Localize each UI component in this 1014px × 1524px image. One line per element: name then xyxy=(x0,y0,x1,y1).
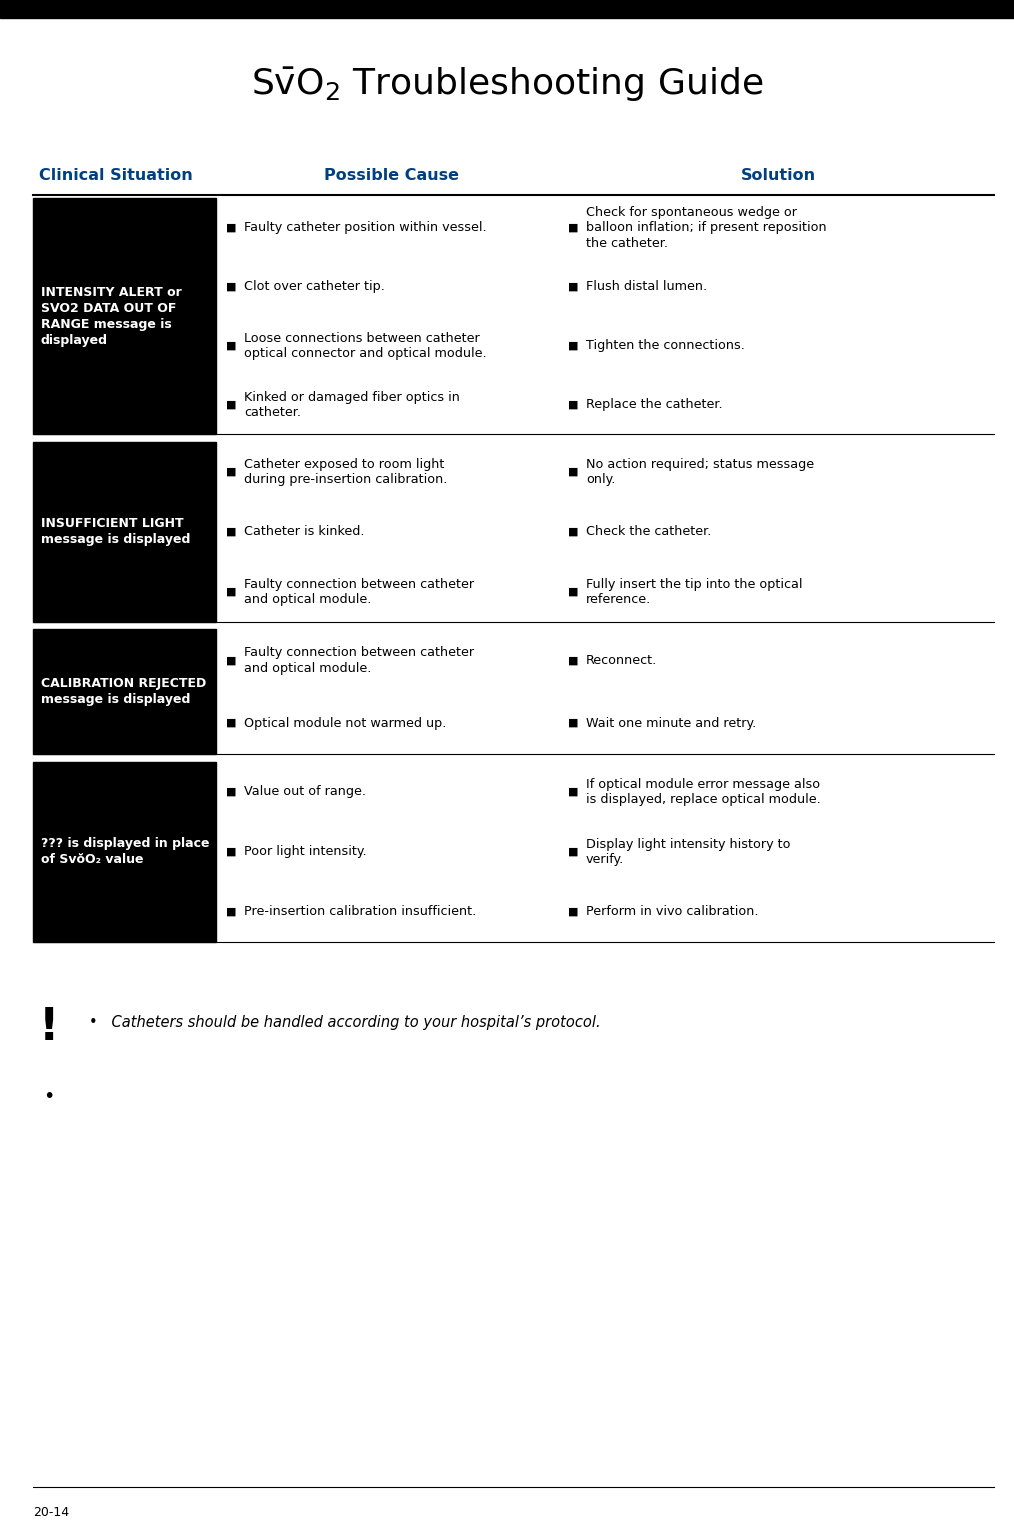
Text: ■: ■ xyxy=(226,223,236,233)
Text: ■: ■ xyxy=(568,718,578,728)
Text: Wait one minute and retry.: Wait one minute and retry. xyxy=(586,716,756,730)
Bar xyxy=(33,442,216,622)
Bar xyxy=(33,762,216,942)
Text: ■: ■ xyxy=(568,282,578,291)
Text: ■: ■ xyxy=(226,907,236,917)
Text: !: ! xyxy=(39,1006,59,1049)
Text: 20-14: 20-14 xyxy=(33,1506,70,1519)
Text: ■: ■ xyxy=(226,341,236,351)
Text: Check the catheter.: Check the catheter. xyxy=(586,526,712,538)
Bar xyxy=(33,198,216,434)
Text: ■: ■ xyxy=(568,399,578,410)
Text: ■: ■ xyxy=(568,527,578,536)
Text: ■: ■ xyxy=(568,786,578,797)
Text: Flush distal lumen.: Flush distal lumen. xyxy=(586,280,707,293)
Text: ■: ■ xyxy=(568,907,578,917)
Text: ■: ■ xyxy=(226,282,236,291)
Text: INSUFFICIENT LIGHT
message is displayed: INSUFFICIENT LIGHT message is displayed xyxy=(41,517,190,547)
Text: Clinical Situation: Clinical Situation xyxy=(39,168,193,183)
Text: Check for spontaneous wedge or
balloon inflation; if present reposition
the cath: Check for spontaneous wedge or balloon i… xyxy=(586,206,826,250)
Text: Display light intensity history to
verify.: Display light intensity history to verif… xyxy=(586,838,791,866)
Text: Catheter exposed to room light
during pre-insertion calibration.: Catheter exposed to room light during pr… xyxy=(244,457,448,486)
Text: Perform in vivo calibration.: Perform in vivo calibration. xyxy=(586,905,758,919)
Text: Faulty connection between catheter
and optical module.: Faulty connection between catheter and o… xyxy=(244,578,475,607)
Text: ■: ■ xyxy=(226,399,236,410)
Text: ■: ■ xyxy=(226,527,236,536)
Text: ■: ■ xyxy=(226,587,236,597)
Text: •: • xyxy=(43,1087,55,1105)
Text: Possible Cause: Possible Cause xyxy=(324,168,459,183)
Text: INTENSITY ALERT or
SVO2 DATA OUT OF
RANGE message is
displayed: INTENSITY ALERT or SVO2 DATA OUT OF RANG… xyxy=(41,285,182,347)
Text: Faulty connection between catheter
and optical module.: Faulty connection between catheter and o… xyxy=(244,646,475,675)
Text: Solution: Solution xyxy=(740,168,816,183)
Text: ??? is displayed in place
of SvŏO₂ value: ??? is displayed in place of SvŏO₂ value xyxy=(41,837,209,867)
Text: Optical module not warmed up.: Optical module not warmed up. xyxy=(244,716,447,730)
Text: ■: ■ xyxy=(568,466,578,477)
Text: ■: ■ xyxy=(568,655,578,666)
Text: Loose connections between catheter
optical connector and optical module.: Loose connections between catheter optic… xyxy=(244,332,487,360)
Text: ■: ■ xyxy=(226,718,236,728)
Text: ■: ■ xyxy=(568,587,578,597)
Text: Poor light intensity.: Poor light intensity. xyxy=(244,846,367,858)
Text: Kinked or damaged fiber optics in
catheter.: Kinked or damaged fiber optics in cathet… xyxy=(244,390,460,419)
Text: Value out of range.: Value out of range. xyxy=(244,785,366,799)
Text: Pre-insertion calibration insufficient.: Pre-insertion calibration insufficient. xyxy=(244,905,477,919)
Text: ■: ■ xyxy=(226,847,236,856)
Text: Fully insert the tip into the optical
reference.: Fully insert the tip into the optical re… xyxy=(586,578,803,607)
Text: S$\mathregular{\bar{v}}$O$_2$ Troubleshooting Guide: S$\mathregular{\bar{v}}$O$_2$ Troublesho… xyxy=(250,66,764,105)
Text: No action required; status message
only.: No action required; status message only. xyxy=(586,457,814,486)
Text: ■: ■ xyxy=(568,341,578,351)
Text: Tighten the connections.: Tighten the connections. xyxy=(586,340,745,352)
Bar xyxy=(33,629,216,754)
Text: Catheter is kinked.: Catheter is kinked. xyxy=(244,526,365,538)
Text: Reconnect.: Reconnect. xyxy=(586,654,657,668)
Text: Clot over catheter tip.: Clot over catheter tip. xyxy=(244,280,385,293)
Text: CALIBRATION REJECTED
message is displayed: CALIBRATION REJECTED message is displaye… xyxy=(41,677,206,707)
Text: •   Catheters should be handled according to your hospital’s protocol.: • Catheters should be handled according … xyxy=(89,1015,601,1030)
Text: ■: ■ xyxy=(568,223,578,233)
Bar xyxy=(0,0,1014,18)
Text: ■: ■ xyxy=(568,847,578,856)
Text: Replace the catheter.: Replace the catheter. xyxy=(586,398,723,411)
Text: Faulty catheter position within vessel.: Faulty catheter position within vessel. xyxy=(244,221,487,235)
Text: If optical module error message also
is displayed, replace optical module.: If optical module error message also is … xyxy=(586,777,821,806)
Text: ■: ■ xyxy=(226,786,236,797)
Text: ■: ■ xyxy=(226,466,236,477)
Text: ■: ■ xyxy=(226,655,236,666)
